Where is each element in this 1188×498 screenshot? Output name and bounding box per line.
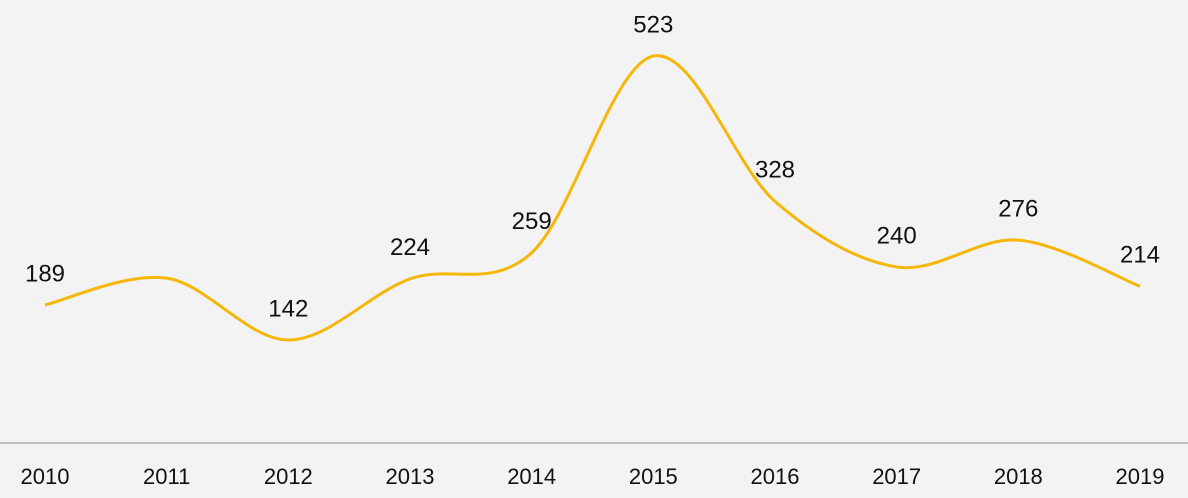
x-tick-label: 2010 xyxy=(21,464,70,489)
x-tick-label: 2016 xyxy=(751,464,800,489)
data-label: 523 xyxy=(633,11,673,38)
page: {"chart_data": {"type": "line", "x": ["2… xyxy=(0,0,1188,498)
data-label: 276 xyxy=(998,195,1038,222)
data-label: 328 xyxy=(755,157,795,184)
data-label: 224 xyxy=(390,234,430,261)
x-tick-label: 2014 xyxy=(507,464,556,489)
x-tick-label: 2015 xyxy=(629,464,678,489)
x-tick-label: 2012 xyxy=(264,464,313,489)
data-label: 240 xyxy=(877,222,917,249)
x-tick-label: 2018 xyxy=(994,464,1043,489)
x-tick-label: 2017 xyxy=(872,464,921,489)
data-label: 259 xyxy=(512,208,552,235)
x-tick-label: 2013 xyxy=(386,464,435,489)
data-label: 189 xyxy=(25,260,65,287)
background xyxy=(0,0,1188,498)
data-label: 214 xyxy=(1120,242,1160,269)
x-tick-label: 2011 xyxy=(143,464,190,489)
chart: 2010 2011 2012 2013 2014 2015 2016 2017 2018 2019… xyxy=(0,0,1188,498)
x-tick-label: 2019 xyxy=(1116,464,1165,489)
data-label: 142 xyxy=(268,295,308,322)
